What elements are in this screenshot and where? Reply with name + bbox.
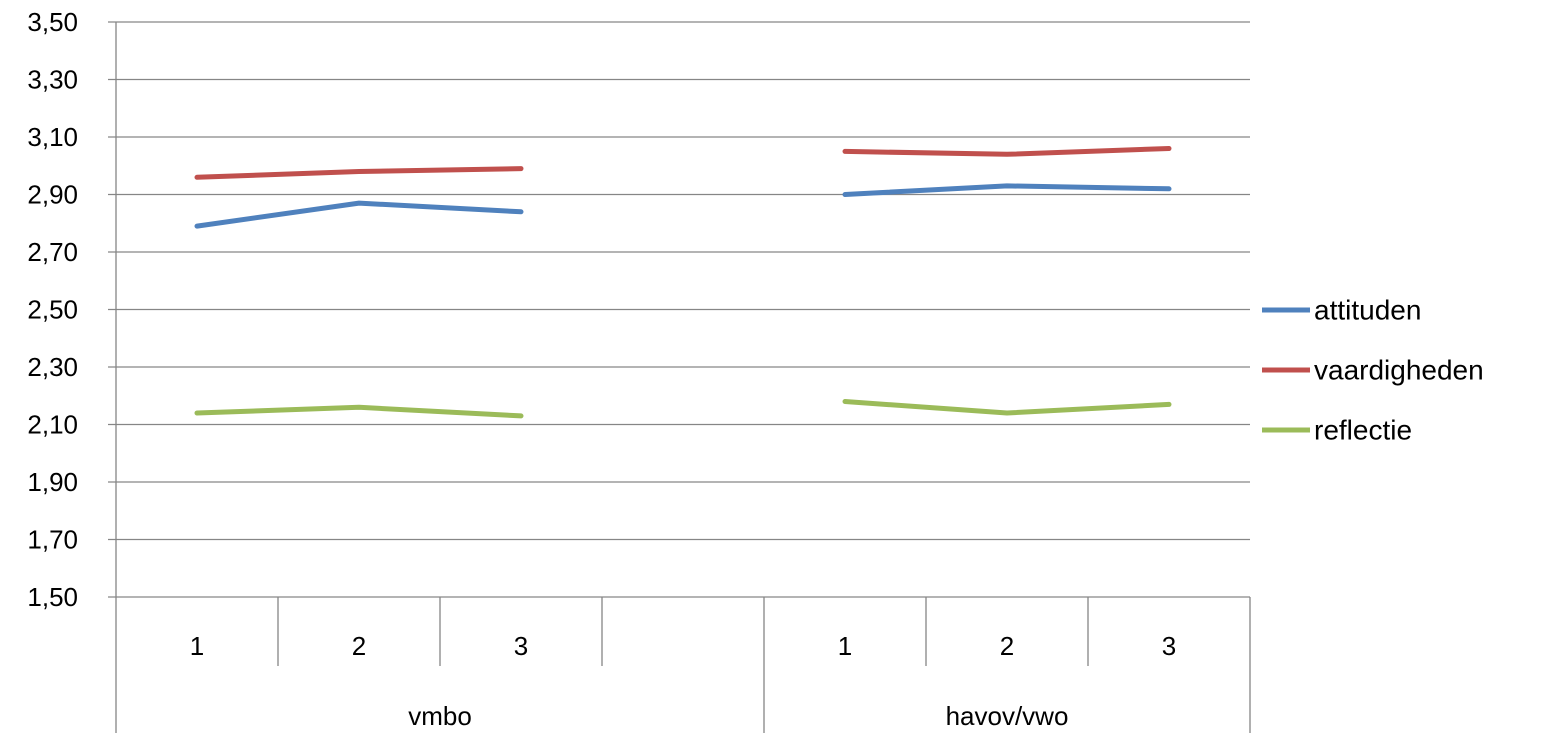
x-axis-tick-labels: 1 2 3 1 2 3 vmbo havov/vwo — [190, 631, 1176, 731]
gridlines — [108, 21, 1250, 598]
legend-label: reflectie — [1314, 415, 1412, 446]
axes — [115, 22, 1251, 733]
x-tick-label: 1 — [838, 631, 852, 661]
x-tick-label: 3 — [514, 631, 528, 661]
series-line-vaardigheden — [194, 166, 524, 180]
x-tick-label: 3 — [1162, 631, 1176, 661]
series-line-vaardigheden — [842, 146, 1172, 157]
y-tick-label: 3,50 — [27, 7, 78, 37]
series-line-reflectie — [194, 404, 524, 419]
y-tick-label: 2,30 — [27, 352, 78, 382]
x-tick-label: 1 — [190, 631, 204, 661]
y-tick-label: 1,90 — [27, 467, 78, 497]
y-axis-tick-labels: 1,50 1,70 1,90 2,10 2,30 2,50 2,70 2,90 3,10 3,30… — [27, 7, 78, 612]
series-line-reflectie — [842, 399, 1172, 416]
legend-label: vaardigheden — [1314, 355, 1484, 386]
x-tick-label: 2 — [1000, 631, 1014, 661]
y-tick-label: 3,30 — [27, 65, 78, 95]
legend-label: attituden — [1314, 295, 1421, 326]
y-tick-label: 2,90 — [27, 180, 78, 210]
y-tick-label: 2,10 — [27, 410, 78, 440]
y-tick-label: 3,10 — [27, 122, 78, 152]
series-line-attituden — [842, 183, 1172, 197]
series-lines — [194, 146, 1172, 419]
legend: attituden vaardigheden reflectie — [1262, 295, 1484, 446]
y-tick-label: 2,70 — [27, 237, 78, 267]
series-line-attituden — [194, 200, 524, 229]
y-tick-label: 1,50 — [27, 582, 78, 612]
y-tick-label: 2,50 — [27, 295, 78, 325]
x-group-label: vmbo — [408, 701, 472, 731]
x-group-label: havov/vwo — [946, 701, 1069, 731]
y-tick-label: 1,70 — [27, 525, 78, 555]
x-tick-label: 2 — [352, 631, 366, 661]
